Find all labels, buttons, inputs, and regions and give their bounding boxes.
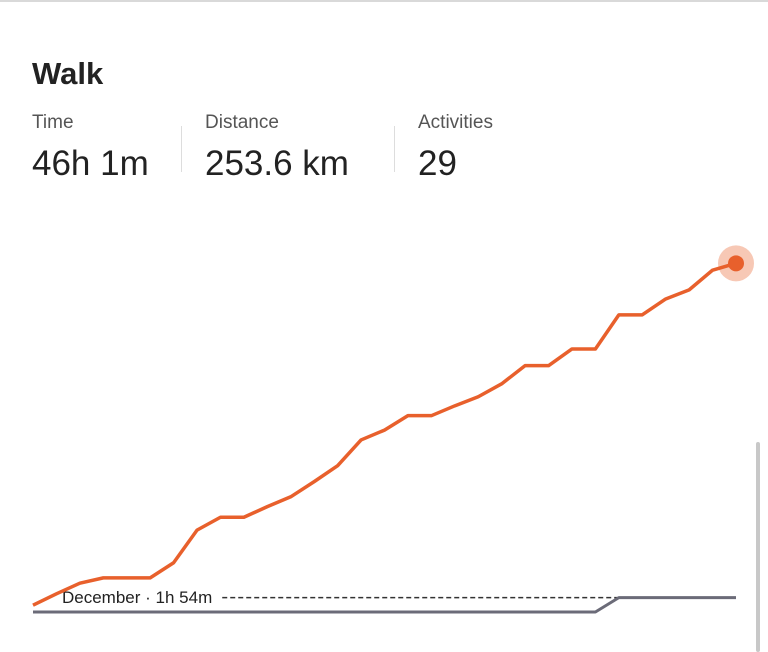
stat-value: 253.6 km [205, 144, 349, 183]
stat-label: Distance [205, 112, 279, 133]
stat-label: Activities [418, 112, 493, 133]
stat: Time 46h 1m [32, 112, 149, 184]
reference-label: December · 1h 54m [62, 588, 212, 607]
end-point [728, 255, 744, 272]
divider [181, 126, 182, 172]
stat: Distance 253.6 km [205, 112, 349, 184]
scrollbar [756, 442, 760, 652]
series-line [32, 261, 737, 607]
divider [394, 126, 395, 172]
stat-value: 29 [418, 144, 457, 183]
activity-title: Walk [32, 56, 104, 91]
series-line [33, 596, 736, 614]
stat: Activities 29 [418, 112, 493, 184]
top-border [0, 0, 768, 2]
stat-value: 46h 1m [32, 144, 149, 183]
stat-label: Time [32, 112, 74, 133]
